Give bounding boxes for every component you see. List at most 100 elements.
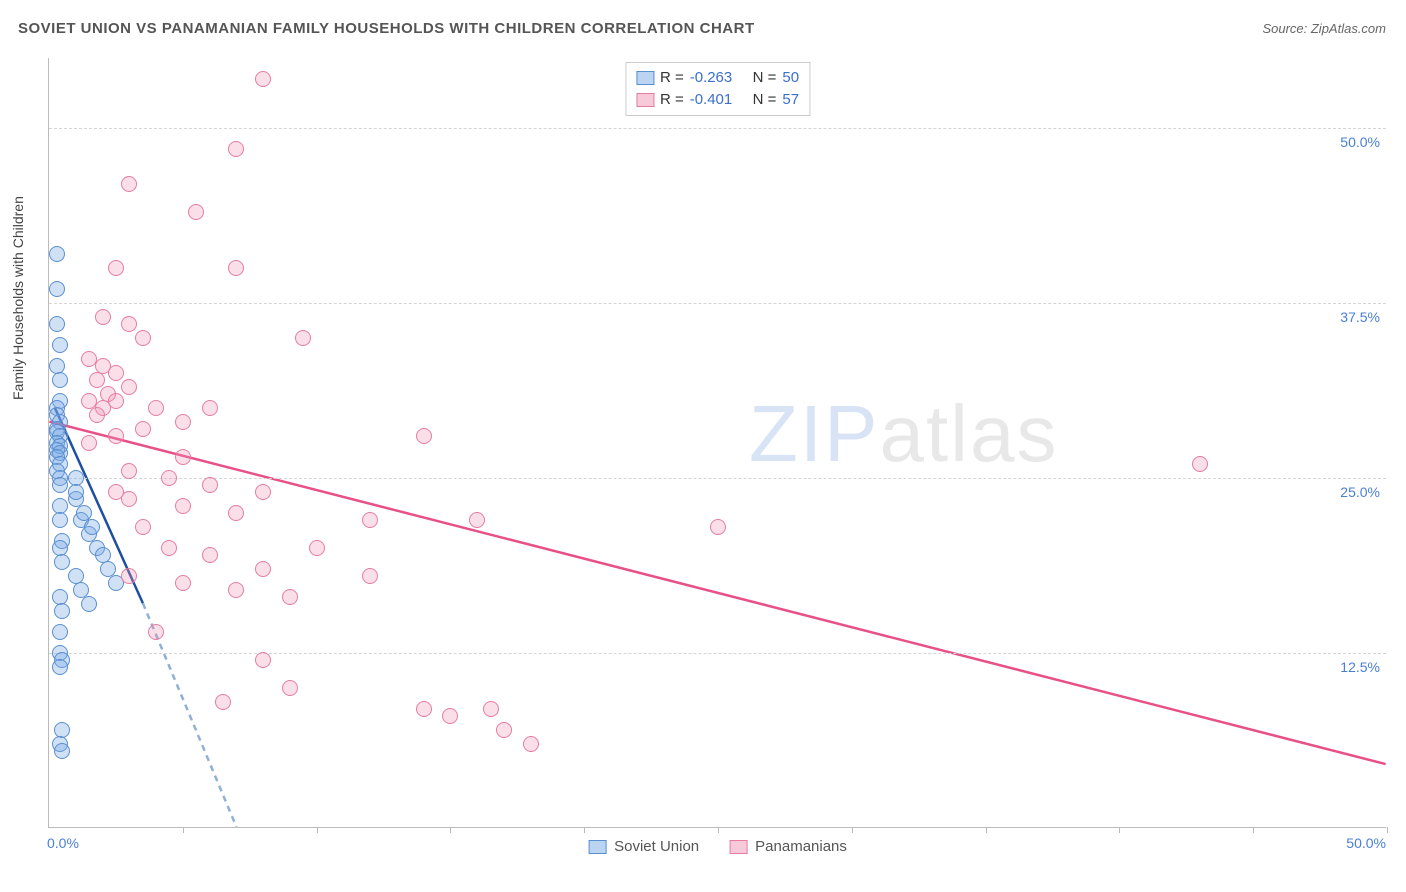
legend-label-panamanian: Panamanians (755, 838, 847, 855)
data-point (523, 736, 539, 752)
data-point (202, 477, 218, 493)
data-point (84, 519, 100, 535)
y-tick-label: 12.5% (1340, 659, 1380, 675)
data-point (135, 421, 151, 437)
data-point (161, 540, 177, 556)
gridline-h (49, 653, 1386, 654)
legend-item-panamanian: Panamanians (729, 838, 847, 855)
x-tick (450, 827, 451, 833)
trend-lines (49, 58, 1386, 827)
n-value-panamanian: 57 (782, 89, 799, 111)
data-point (81, 435, 97, 451)
source-attribution: Source: ZipAtlas.com (1262, 21, 1386, 36)
watermark-zip: ZIP (749, 389, 879, 478)
data-point (188, 204, 204, 220)
data-point (228, 582, 244, 598)
data-point (135, 330, 151, 346)
legend-row-panamanian: R = -0.401 N = 57 (636, 89, 799, 111)
watermark: ZIPatlas (749, 388, 1058, 480)
data-point (121, 568, 137, 584)
data-point (255, 561, 271, 577)
data-point (108, 365, 124, 381)
data-point (483, 701, 499, 717)
x-tick (584, 827, 585, 833)
data-point (54, 603, 70, 619)
data-point (228, 505, 244, 521)
data-point (148, 400, 164, 416)
x-tick (317, 827, 318, 833)
data-point (255, 71, 271, 87)
chart-title: SOVIET UNION VS PANAMANIAN FAMILY HOUSEH… (18, 20, 755, 37)
data-point (215, 694, 231, 710)
data-point (49, 246, 65, 262)
data-point (49, 281, 65, 297)
r-value-panamanian: -0.401 (690, 89, 733, 111)
data-point (202, 400, 218, 416)
x-tick (852, 827, 853, 833)
x-tick (986, 827, 987, 833)
data-point (54, 743, 70, 759)
data-point (1192, 456, 1208, 472)
data-point (135, 519, 151, 535)
data-point (228, 141, 244, 157)
data-point (52, 512, 68, 528)
n-value-soviet: 50 (782, 67, 799, 89)
data-point (52, 372, 68, 388)
data-point (175, 575, 191, 591)
x-tick (1119, 827, 1120, 833)
data-point (255, 484, 271, 500)
data-point (52, 477, 68, 493)
y-tick-label: 25.0% (1340, 484, 1380, 500)
data-point (121, 491, 137, 507)
source-label: Source: (1262, 21, 1310, 36)
data-point (175, 449, 191, 465)
data-point (68, 484, 84, 500)
data-point (89, 372, 105, 388)
data-point (108, 428, 124, 444)
data-point (121, 176, 137, 192)
data-point (148, 624, 164, 640)
data-point (175, 498, 191, 514)
swatch-pink-icon (729, 840, 747, 854)
r-label: R = (660, 89, 684, 111)
data-point (121, 463, 137, 479)
n-label: N = (753, 67, 777, 89)
data-point (469, 512, 485, 528)
data-point (52, 659, 68, 675)
data-point (175, 414, 191, 430)
y-tick-label: 37.5% (1340, 309, 1380, 325)
legend-item-soviet: Soviet Union (588, 838, 699, 855)
data-point (121, 316, 137, 332)
data-point (442, 708, 458, 724)
data-point (89, 407, 105, 423)
y-tick-label: 50.0% (1340, 134, 1380, 150)
gridline-h (49, 128, 1386, 129)
watermark-atlas: atlas (879, 389, 1058, 478)
data-point (282, 589, 298, 605)
data-point (49, 316, 65, 332)
swatch-pink-icon (636, 93, 654, 107)
r-label: R = (660, 67, 684, 89)
data-point (54, 554, 70, 570)
legend-row-soviet: R = -0.263 N = 50 (636, 67, 799, 89)
data-point (108, 260, 124, 276)
data-point (416, 428, 432, 444)
data-point (121, 379, 137, 395)
gridline-h (49, 478, 1386, 479)
data-point (95, 309, 111, 325)
data-point (295, 330, 311, 346)
data-point (52, 337, 68, 353)
gridline-h (49, 303, 1386, 304)
legend-label-soviet: Soviet Union (614, 838, 699, 855)
data-point (81, 596, 97, 612)
chart-header: SOVIET UNION VS PANAMANIAN FAMILY HOUSEH… (18, 20, 1386, 37)
data-point (416, 701, 432, 717)
data-point (228, 260, 244, 276)
legend-series: Soviet Union Panamanians (588, 838, 847, 855)
r-value-soviet: -0.263 (690, 67, 733, 89)
x-axis-max-label: 50.0% (1346, 835, 1386, 851)
swatch-blue-icon (588, 840, 606, 854)
data-point (362, 568, 378, 584)
n-label: N = (753, 89, 777, 111)
y-axis-label: Family Households with Children (10, 196, 26, 400)
